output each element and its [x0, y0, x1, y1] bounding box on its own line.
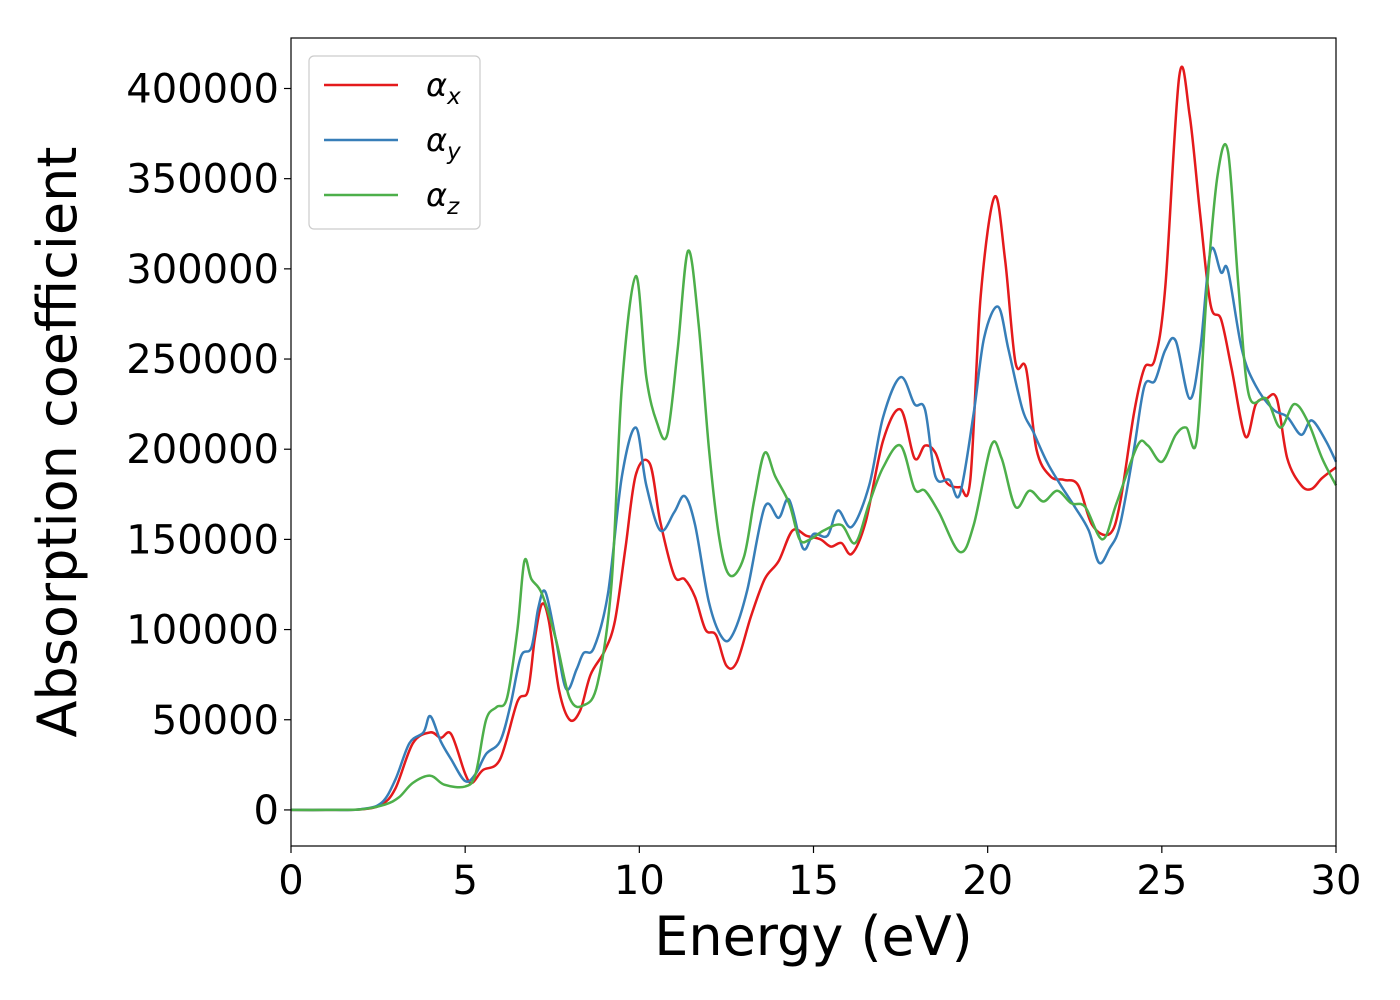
x-axis-label: Energy (eV) [654, 905, 973, 968]
y-tick-label: 200000 [126, 427, 279, 473]
series-line-alpha-x [290, 65, 1337, 812]
y-tick-label: 150000 [126, 517, 279, 563]
y-tick-label: 0 [254, 788, 279, 834]
y-tick-label: 300000 [126, 247, 279, 293]
x-axis-ticks: 0 5 10 15 20 25 30 [278, 846, 1361, 904]
x-tick-label: 20 [962, 858, 1013, 904]
y-tick-label: 250000 [126, 337, 279, 383]
x-tick-label: 25 [1136, 858, 1187, 904]
y-tick-label: 400000 [126, 67, 279, 113]
x-tick-label: 15 [788, 858, 839, 904]
series-line-alpha-z [290, 142, 1338, 812]
x-tick-label: 30 [1311, 858, 1362, 904]
legend-box [308, 55, 481, 230]
x-tick-label: 10 [614, 858, 665, 904]
series-layer [290, 65, 1338, 812]
x-tick-label: 0 [278, 858, 303, 904]
y-tick-label: 100000 [126, 608, 279, 654]
y-tick-label: 50000 [152, 698, 279, 744]
x-tick-label: 5 [452, 858, 477, 904]
series-line-alpha-y [290, 246, 1338, 812]
y-axis-ticks: 0 50000 100000 150000 200000 250000 300000 3500… [126, 67, 291, 834]
legend-label-alpha-z: αz [426, 176, 460, 220]
legend: αx αy αz [308, 55, 481, 230]
legend-label-alpha-x: αx [426, 66, 461, 110]
y-axis-label: Absorption coefficient [26, 147, 89, 738]
legend-label-alpha-y: αy [426, 121, 461, 165]
y-tick-label: 350000 [126, 157, 279, 203]
